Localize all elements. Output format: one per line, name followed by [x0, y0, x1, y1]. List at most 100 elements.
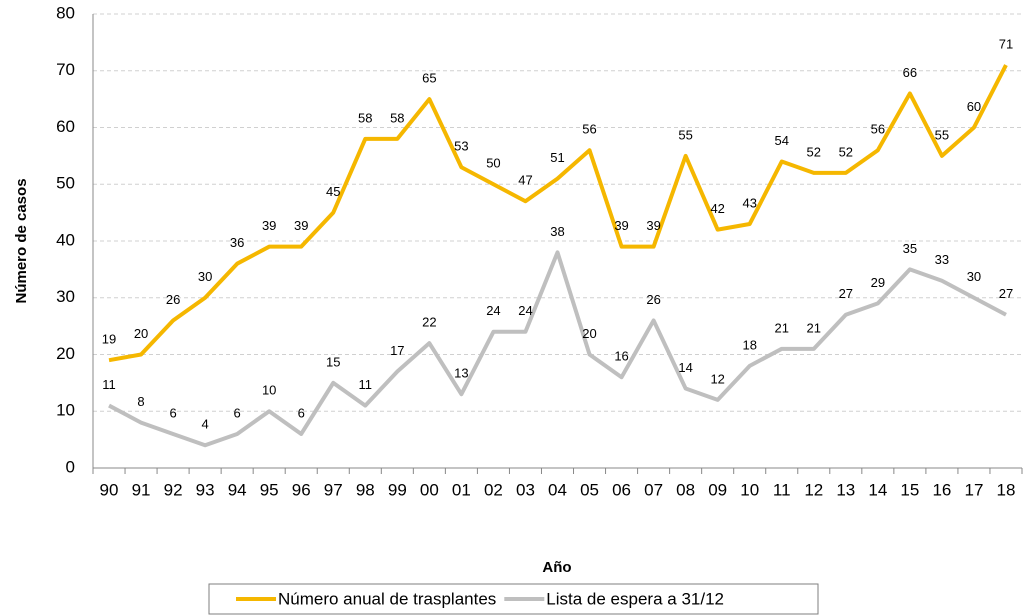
data-label: 11: [102, 377, 116, 392]
y-axis-title: Número de casos: [13, 178, 30, 303]
data-label: 4: [202, 417, 209, 432]
x-tick-label: 12: [804, 480, 823, 499]
x-tick-label: 91: [132, 480, 151, 499]
data-label: 27: [839, 286, 853, 301]
data-label: 22: [422, 315, 436, 330]
data-label: 50: [486, 156, 500, 171]
data-label: 39: [294, 218, 308, 233]
data-label: 52: [807, 144, 821, 159]
legend-label: Número anual de trasplantes: [278, 589, 496, 608]
y-tick-label: 30: [56, 287, 75, 306]
data-label: 21: [775, 320, 789, 335]
data-label: 15: [326, 354, 340, 369]
data-label: 11: [359, 377, 373, 392]
data-label: 21: [807, 320, 821, 335]
y-tick-label: 80: [56, 3, 75, 22]
data-label: 55: [935, 127, 949, 142]
data-label: 55: [678, 127, 692, 142]
data-label: 58: [390, 110, 404, 125]
data-label: 54: [775, 133, 789, 148]
x-tick-label: 90: [100, 480, 119, 499]
data-label: 6: [169, 405, 176, 420]
series-line: [108, 64, 1008, 363]
x-tick-label: 03: [516, 480, 535, 499]
x-tick-label: 16: [932, 480, 951, 499]
x-tick-label: 09: [708, 480, 727, 499]
y-tick-label: 20: [56, 344, 75, 363]
data-label: 20: [134, 326, 148, 341]
data-label: 30: [198, 269, 212, 284]
data-label: 65: [422, 71, 436, 86]
x-tick-label: 18: [997, 480, 1016, 499]
data-label: 20: [582, 326, 596, 341]
data-label: 58: [358, 110, 372, 125]
data-label: 33: [935, 252, 949, 267]
data-label: 38: [550, 224, 564, 239]
x-axis-title: Año: [542, 559, 571, 576]
data-label: 18: [742, 337, 756, 352]
data-label: 53: [454, 139, 468, 154]
data-label: 6: [298, 405, 305, 420]
data-label: 26: [166, 292, 180, 307]
x-tick-label: 07: [644, 480, 663, 499]
data-label: 39: [646, 218, 660, 233]
x-tick-label: 04: [548, 480, 567, 499]
x-tick-label: 17: [964, 480, 983, 499]
data-label: 60: [967, 99, 981, 114]
x-tick-label: 95: [260, 480, 279, 499]
data-label: 71: [999, 37, 1013, 52]
y-tick-label: 0: [66, 457, 75, 476]
data-label: 39: [614, 218, 628, 233]
x-tick-label: 06: [612, 480, 631, 499]
legend-box: [208, 583, 819, 615]
x-tick-label: 11: [773, 480, 791, 499]
x-tick-label: 08: [676, 480, 695, 499]
x-tick-label: 97: [324, 480, 343, 499]
x-tick-label: 13: [836, 480, 855, 499]
data-label: 14: [678, 360, 692, 375]
x-tick-label: 00: [420, 480, 439, 499]
data-label: 26: [646, 292, 660, 307]
data-label: 16: [614, 349, 628, 364]
data-label: 43: [742, 195, 756, 210]
data-label: 52: [839, 144, 853, 159]
y-tick-label: 70: [56, 60, 75, 79]
data-label: 56: [871, 122, 885, 137]
data-label: 66: [903, 65, 917, 80]
data-label: 13: [454, 366, 468, 381]
data-label: 30: [967, 269, 981, 284]
x-tick-label: 14: [868, 480, 887, 499]
y-tick-label: 50: [56, 174, 75, 193]
y-tick-label: 10: [56, 401, 75, 420]
data-label: 8: [137, 394, 144, 409]
series-line: [108, 250, 1007, 448]
data-label: 39: [262, 218, 276, 233]
y-tick-label: 40: [56, 230, 75, 249]
legend-label: Lista de espera a 31/12: [546, 589, 724, 608]
y-tick-label: 60: [56, 117, 75, 136]
data-label: 24: [486, 303, 500, 318]
data-label: 6: [234, 405, 241, 420]
x-tick-label: 01: [452, 480, 471, 499]
x-tick-label: 92: [164, 480, 183, 499]
x-tick-label: 93: [196, 480, 215, 499]
data-label: 51: [550, 150, 564, 165]
data-label: 24: [518, 303, 532, 318]
x-tick-label: 94: [228, 480, 247, 499]
x-tick-label: 98: [356, 480, 375, 499]
data-label: 17: [390, 343, 404, 358]
x-tick-label: 02: [484, 480, 503, 499]
data-label: 35: [903, 241, 917, 256]
data-label: 36: [230, 235, 244, 250]
data-label: 47: [518, 173, 532, 188]
x-tick-label: 15: [900, 480, 919, 499]
data-label: 45: [326, 184, 340, 199]
data-label: 19: [102, 332, 116, 347]
data-label: 29: [871, 275, 885, 290]
x-tick-label: 10: [740, 480, 759, 499]
x-tick-label: 99: [388, 480, 407, 499]
x-tick-label: 96: [292, 480, 311, 499]
data-label: 12: [710, 371, 724, 386]
data-label: 42: [710, 201, 724, 216]
data-label: 27: [999, 286, 1013, 301]
